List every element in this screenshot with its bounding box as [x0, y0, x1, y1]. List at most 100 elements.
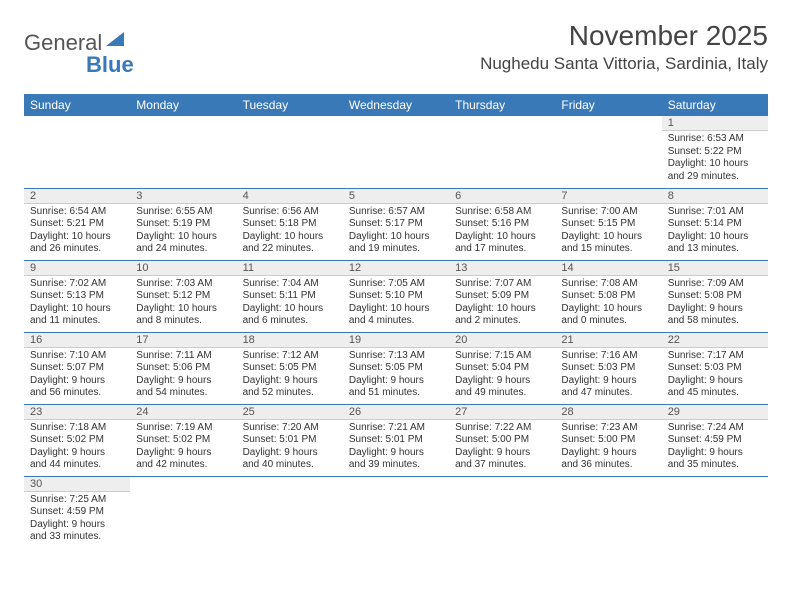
- day-number: 12: [343, 261, 449, 276]
- day-number: 18: [237, 333, 343, 348]
- day-details: Sunrise: 6:53 AMSunset: 5:22 PMDaylight:…: [662, 131, 768, 187]
- logo-text-2: Blue: [86, 52, 134, 77]
- day-number: 25: [237, 405, 343, 420]
- day-details: Sunrise: 7:17 AMSunset: 5:03 PMDaylight:…: [662, 348, 768, 404]
- calendar-cell: 10Sunrise: 7:03 AMSunset: 5:12 PMDayligh…: [130, 260, 236, 332]
- day-details: Sunrise: 6:54 AMSunset: 5:21 PMDaylight:…: [24, 204, 130, 260]
- calendar-cell: 5Sunrise: 6:57 AMSunset: 5:17 PMDaylight…: [343, 188, 449, 260]
- day-number: 21: [555, 333, 661, 348]
- calendar-cell: [555, 476, 661, 548]
- day-details: Sunrise: 7:16 AMSunset: 5:03 PMDaylight:…: [555, 348, 661, 404]
- day-number: 13: [449, 261, 555, 276]
- calendar-cell: 2Sunrise: 6:54 AMSunset: 5:21 PMDaylight…: [24, 188, 130, 260]
- day-number: 1: [662, 116, 768, 131]
- calendar-cell: 15Sunrise: 7:09 AMSunset: 5:08 PMDayligh…: [662, 260, 768, 332]
- day-number: 20: [449, 333, 555, 348]
- day-number: 19: [343, 333, 449, 348]
- calendar-cell: [343, 116, 449, 188]
- day-details: Sunrise: 6:58 AMSunset: 5:16 PMDaylight:…: [449, 204, 555, 260]
- calendar-cell: 6Sunrise: 6:58 AMSunset: 5:16 PMDaylight…: [449, 188, 555, 260]
- day-details: Sunrise: 7:09 AMSunset: 5:08 PMDaylight:…: [662, 276, 768, 332]
- calendar-cell: 1Sunrise: 6:53 AMSunset: 5:22 PMDaylight…: [662, 116, 768, 188]
- day-number: 3: [130, 189, 236, 204]
- day-number: 29: [662, 405, 768, 420]
- calendar-cell: 28Sunrise: 7:23 AMSunset: 5:00 PMDayligh…: [555, 404, 661, 476]
- day-number: 28: [555, 405, 661, 420]
- calendar-cell: [343, 476, 449, 548]
- calendar-cell: [24, 116, 130, 188]
- day-number: 24: [130, 405, 236, 420]
- day-details: Sunrise: 7:05 AMSunset: 5:10 PMDaylight:…: [343, 276, 449, 332]
- day-details: Sunrise: 7:15 AMSunset: 5:04 PMDaylight:…: [449, 348, 555, 404]
- day-number: 5: [343, 189, 449, 204]
- day-number: 17: [130, 333, 236, 348]
- calendar-cell: [449, 116, 555, 188]
- logo-flag-icon: [106, 32, 124, 46]
- day-number: 14: [555, 261, 661, 276]
- day-details: Sunrise: 7:18 AMSunset: 5:02 PMDaylight:…: [24, 420, 130, 476]
- calendar-cell: 20Sunrise: 7:15 AMSunset: 5:04 PMDayligh…: [449, 332, 555, 404]
- day-details: Sunrise: 7:25 AMSunset: 4:59 PMDaylight:…: [24, 492, 130, 548]
- calendar-cell: 16Sunrise: 7:10 AMSunset: 5:07 PMDayligh…: [24, 332, 130, 404]
- weekday-header: Monday: [130, 94, 236, 116]
- day-number: 27: [449, 405, 555, 420]
- calendar-cell: 24Sunrise: 7:19 AMSunset: 5:02 PMDayligh…: [130, 404, 236, 476]
- calendar-cell: 29Sunrise: 7:24 AMSunset: 4:59 PMDayligh…: [662, 404, 768, 476]
- day-number: 23: [24, 405, 130, 420]
- calendar-head: SundayMondayTuesdayWednesdayThursdayFrid…: [24, 94, 768, 116]
- weekday-header: Sunday: [24, 94, 130, 116]
- calendar-cell: 9Sunrise: 7:02 AMSunset: 5:13 PMDaylight…: [24, 260, 130, 332]
- day-details: Sunrise: 6:56 AMSunset: 5:18 PMDaylight:…: [237, 204, 343, 260]
- day-number: 15: [662, 261, 768, 276]
- calendar-cell: 19Sunrise: 7:13 AMSunset: 5:05 PMDayligh…: [343, 332, 449, 404]
- weekday-header: Wednesday: [343, 94, 449, 116]
- day-details: Sunrise: 7:10 AMSunset: 5:07 PMDaylight:…: [24, 348, 130, 404]
- calendar-body: 1Sunrise: 6:53 AMSunset: 5:22 PMDaylight…: [24, 116, 768, 548]
- day-number: 11: [237, 261, 343, 276]
- calendar-cell: 23Sunrise: 7:18 AMSunset: 5:02 PMDayligh…: [24, 404, 130, 476]
- calendar-cell: 12Sunrise: 7:05 AMSunset: 5:10 PMDayligh…: [343, 260, 449, 332]
- day-number: 7: [555, 189, 661, 204]
- calendar-cell: 21Sunrise: 7:16 AMSunset: 5:03 PMDayligh…: [555, 332, 661, 404]
- day-number: 26: [343, 405, 449, 420]
- day-number: 22: [662, 333, 768, 348]
- title-block: November 2025 Nughedu Santa Vittoria, Sa…: [480, 20, 768, 74]
- calendar-cell: 13Sunrise: 7:07 AMSunset: 5:09 PMDayligh…: [449, 260, 555, 332]
- day-details: Sunrise: 6:55 AMSunset: 5:19 PMDaylight:…: [130, 204, 236, 260]
- day-number: 6: [449, 189, 555, 204]
- weekday-header: Saturday: [662, 94, 768, 116]
- calendar-cell: 18Sunrise: 7:12 AMSunset: 5:05 PMDayligh…: [237, 332, 343, 404]
- calendar-cell: [662, 476, 768, 548]
- day-number: 16: [24, 333, 130, 348]
- calendar-cell: 8Sunrise: 7:01 AMSunset: 5:14 PMDaylight…: [662, 188, 768, 260]
- calendar-cell: [237, 476, 343, 548]
- calendar-cell: 30Sunrise: 7:25 AMSunset: 4:59 PMDayligh…: [24, 476, 130, 548]
- weekday-header: Friday: [555, 94, 661, 116]
- calendar-cell: [555, 116, 661, 188]
- day-details: Sunrise: 7:08 AMSunset: 5:08 PMDaylight:…: [555, 276, 661, 332]
- day-details: Sunrise: 7:04 AMSunset: 5:11 PMDaylight:…: [237, 276, 343, 332]
- day-number: 2: [24, 189, 130, 204]
- day-details: Sunrise: 7:20 AMSunset: 5:01 PMDaylight:…: [237, 420, 343, 476]
- day-details: Sunrise: 6:57 AMSunset: 5:17 PMDaylight:…: [343, 204, 449, 260]
- calendar-cell: 25Sunrise: 7:20 AMSunset: 5:01 PMDayligh…: [237, 404, 343, 476]
- day-details: Sunrise: 7:22 AMSunset: 5:00 PMDaylight:…: [449, 420, 555, 476]
- calendar-cell: 27Sunrise: 7:22 AMSunset: 5:00 PMDayligh…: [449, 404, 555, 476]
- calendar-cell: 11Sunrise: 7:04 AMSunset: 5:11 PMDayligh…: [237, 260, 343, 332]
- weekday-header: Tuesday: [237, 94, 343, 116]
- day-details: Sunrise: 7:11 AMSunset: 5:06 PMDaylight:…: [130, 348, 236, 404]
- day-details: Sunrise: 7:21 AMSunset: 5:01 PMDaylight:…: [343, 420, 449, 476]
- calendar-cell: [237, 116, 343, 188]
- day-details: Sunrise: 7:23 AMSunset: 5:00 PMDaylight:…: [555, 420, 661, 476]
- day-details: Sunrise: 7:00 AMSunset: 5:15 PMDaylight:…: [555, 204, 661, 260]
- calendar-cell: 17Sunrise: 7:11 AMSunset: 5:06 PMDayligh…: [130, 332, 236, 404]
- calendar-table: SundayMondayTuesdayWednesdayThursdayFrid…: [24, 94, 768, 548]
- day-number: 4: [237, 189, 343, 204]
- calendar-cell: [130, 476, 236, 548]
- calendar-cell: [449, 476, 555, 548]
- calendar-cell: 4Sunrise: 6:56 AMSunset: 5:18 PMDaylight…: [237, 188, 343, 260]
- month-title: November 2025: [480, 20, 768, 52]
- day-number: 8: [662, 189, 768, 204]
- calendar-cell: 22Sunrise: 7:17 AMSunset: 5:03 PMDayligh…: [662, 332, 768, 404]
- day-details: Sunrise: 7:02 AMSunset: 5:13 PMDaylight:…: [24, 276, 130, 332]
